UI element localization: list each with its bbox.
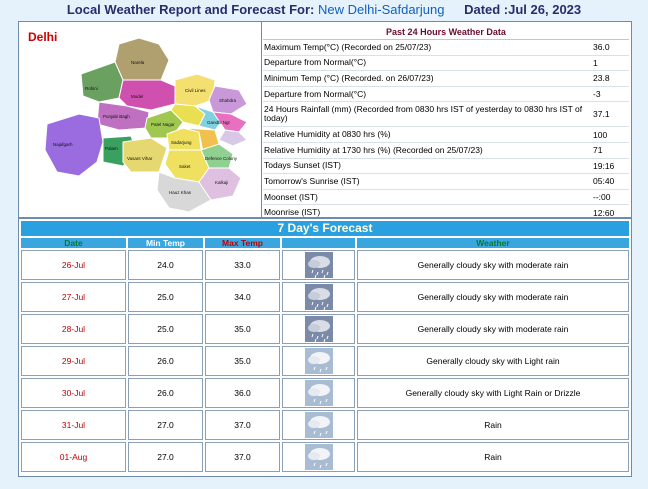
forecast-date: 28-Jul [21, 314, 126, 344]
past-24h-title: Past 24 Hours Weather Data [263, 25, 629, 40]
forecast-date: 27-Jul [21, 282, 126, 312]
forecast-max-temp: 34.0 [205, 282, 280, 312]
forecast-weather-text: Generally cloudy sky with Light Rain or … [357, 378, 629, 408]
header-date: Dated :Jul 26, 2023 [464, 2, 582, 17]
svg-text:Hauz Khas: Hauz Khas [169, 190, 192, 195]
svg-text:Gandhi Ngr: Gandhi Ngr [207, 120, 231, 125]
forecast-row: 28-Jul 25.0 35.0 Generally cloudy sky with … [21, 314, 629, 344]
rain-icon [304, 412, 333, 438]
forecast-icon-cell [282, 314, 355, 344]
forecast-weather-text: Generally cloudy sky with moderate rain [357, 314, 629, 344]
forecast-max-temp: 35.0 [205, 314, 280, 344]
header-weather-col: Weather [357, 238, 629, 248]
header-title: Local Weather Report and Forecast For: [66, 2, 315, 17]
moderate-rain-icon [304, 252, 333, 278]
forecast-max-temp: 37.0 [205, 410, 280, 440]
page-header: Local Weather Report and Forecast For: N… [0, 2, 648, 17]
forecast-row: 30-Jul 26.0 36.0 Generally cloudy sky with … [21, 378, 629, 408]
past-row: Minimum Temp (°C) (Recorded. on 26/07/23… [263, 71, 629, 87]
past-row: Departure from Normal(°C) 1 [263, 56, 629, 72]
forecast-max-temp: 37.0 [205, 442, 280, 472]
forecast-max-temp: 35.0 [205, 346, 280, 376]
header-icon-col [282, 238, 355, 248]
svg-text:Vasant Vihar: Vasant Vihar [127, 156, 153, 161]
past-row: Maximum Temp(°C) (Recorded on 25/07/23) 3… [263, 40, 629, 56]
forecast-min-temp: 27.0 [128, 410, 203, 440]
past-row: 24 Hours Rainfall (mm) (Recorded from 08… [263, 102, 629, 128]
header-location: New Delhi-Safdarjung [318, 2, 445, 17]
past-row: Moonset (IST) --:00 [263, 190, 629, 206]
forecast-row: 29-Jul 26.0 35.0 Generally cloudy sky with … [21, 346, 629, 376]
forecast-title: 7 Day's Forecast [21, 221, 629, 236]
forecast-min-temp: 26.0 [128, 346, 203, 376]
moderate-rain-icon [304, 316, 333, 342]
past-row: Relative Humidity at 0830 hrs (%) 100 [263, 127, 629, 143]
forecast-min-temp: 26.0 [128, 378, 203, 408]
svg-text:Model: Model [131, 94, 143, 99]
forecast-row: 01-Aug 27.0 37.0 Rain [21, 442, 629, 472]
past-row: Relative Humidity at 1730 hrs (%) (Recor… [263, 143, 629, 159]
svg-text:Palam: Palam [105, 146, 118, 151]
forecast-weather-text: Rain [357, 410, 629, 440]
header-min-col: Min Temp [128, 238, 203, 248]
forecast-date: 30-Jul [21, 378, 126, 408]
forecast-min-temp: 27.0 [128, 442, 203, 472]
forecast-max-temp: 33.0 [205, 250, 280, 280]
past-row: Tomorrow's Sunrise (IST) 05:40 [263, 174, 629, 190]
svg-text:Kalkaji: Kalkaji [215, 180, 228, 185]
svg-text:Narela: Narela [131, 60, 145, 65]
forecast-weather-text: Generally cloudy sky with moderate rain [357, 250, 629, 280]
svg-text:Rohini: Rohini [85, 86, 98, 91]
map-region-label: Delhi [28, 30, 58, 44]
forecast-weather-text: Generally cloudy sky with moderate rain [357, 282, 629, 312]
forecast-min-temp: 24.0 [128, 250, 203, 280]
moderate-rain-icon [304, 284, 333, 310]
forecast-icon-cell [282, 250, 355, 280]
forecast-weather-text: Generally cloudy sky with Light rain [357, 346, 629, 376]
forecast-date: 29-Jul [21, 346, 126, 376]
forecast-header-row: Date Min Temp Max Temp Weather [21, 238, 629, 248]
svg-text:Defence Colony: Defence Colony [205, 156, 238, 161]
district-map-graphic: Narela Rohini Model Civil Lines Shahdra … [44, 37, 248, 213]
svg-text:Saket: Saket [179, 164, 191, 169]
forecast-icon-cell [282, 442, 355, 472]
forecast-row: 26-Jul 24.0 33.0 Generally cloudy sky with … [21, 250, 629, 280]
forecast-icon-cell [282, 346, 355, 376]
forecast-min-temp: 25.0 [128, 282, 203, 312]
forecast-icon-cell [282, 282, 355, 312]
forecast-date: 31-Jul [21, 410, 126, 440]
forecast-row: 27-Jul 25.0 34.0 Generally cloudy sky with … [21, 282, 629, 312]
forecast-weather-text: Rain [357, 442, 629, 472]
svg-text:Punjabi Bagh: Punjabi Bagh [103, 114, 130, 119]
svg-text:Sadarjung: Sadarjung [171, 140, 192, 145]
forecast-date: 01-Aug [21, 442, 126, 472]
light-rain-icon [304, 380, 333, 406]
current-weather-panel: Narela Rohini Model Civil Lines Shahdra … [18, 21, 632, 221]
past-row: Todays Sunset (IST) 19:16 [263, 159, 629, 175]
svg-text:Najafgarh: Najafgarh [53, 142, 73, 147]
svg-text:Civil Lines: Civil Lines [185, 88, 206, 93]
light-rain-icon [304, 348, 333, 374]
forecast-date: 26-Jul [21, 250, 126, 280]
forecast-icon-cell [282, 378, 355, 408]
forecast-max-temp: 36.0 [205, 378, 280, 408]
header-date-col: Date [21, 238, 126, 248]
delhi-map: Narela Rohini Model Civil Lines Shahdra … [19, 22, 262, 217]
forecast-panel: 7 Day's Forecast Date Min Temp Max Temp … [18, 218, 632, 477]
forecast-table: Date Min Temp Max Temp Weather 26-Jul 24.… [19, 236, 631, 474]
svg-text:Shahdra: Shahdra [219, 98, 237, 103]
forecast-row: 31-Jul 27.0 37.0 Rain [21, 410, 629, 440]
forecast-icon-cell [282, 410, 355, 440]
rain-icon [304, 444, 333, 470]
past-row: Departure from Normal(°C) -3 [263, 87, 629, 103]
svg-text:Patel Nagar: Patel Nagar [151, 122, 175, 127]
past-24h-table: Past 24 Hours Weather Data Maximum Temp(… [263, 25, 629, 221]
forecast-min-temp: 25.0 [128, 314, 203, 344]
header-max-col: Max Temp [205, 238, 280, 248]
